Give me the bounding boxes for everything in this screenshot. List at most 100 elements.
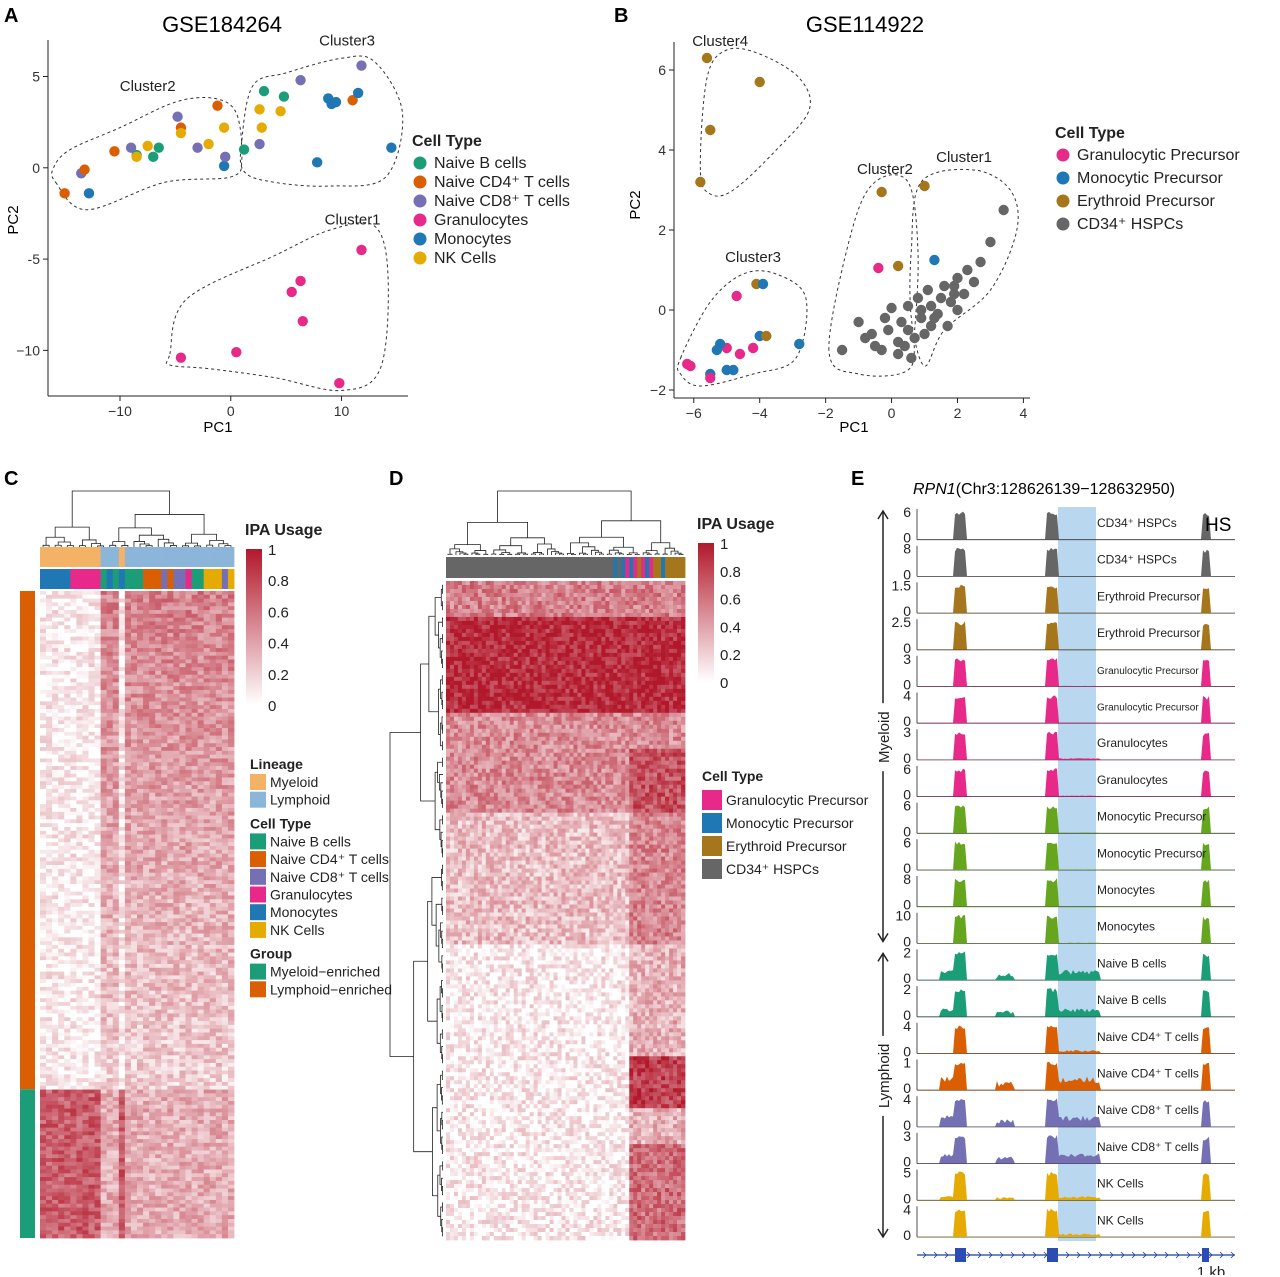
- heatmap-cell: [209, 636, 217, 641]
- heatmap-cell: [137, 1002, 144, 1007]
- heatmap-cell: [203, 838, 211, 843]
- heatmap-cell: [76, 967, 83, 972]
- heatmap-cell: [46, 769, 53, 775]
- heatmap-cell: [76, 1040, 83, 1045]
- cluster-outline: [909, 168, 1019, 367]
- heatmap-cell: [118, 629, 126, 634]
- heatmap-cell: [106, 952, 114, 957]
- heatmap-cell: [124, 804, 132, 809]
- heatmap-cell: [82, 1142, 89, 1148]
- data-point: [258, 85, 270, 97]
- heatmap-cell: [137, 1040, 144, 1045]
- heatmap-cell: [215, 602, 223, 607]
- heatmap-cell: [227, 636, 235, 641]
- heatmap-cell: [149, 663, 156, 668]
- data-point: [701, 52, 713, 64]
- heatmap-cell: [161, 963, 168, 969]
- heatmap-cell: [209, 1089, 217, 1094]
- heatmap-cell: [64, 610, 71, 615]
- heatmap-cell: [185, 1085, 192, 1090]
- heatmap-cell: [179, 922, 186, 927]
- heatmap-cell: [185, 632, 192, 638]
- heatmap-cell: [173, 1013, 180, 1018]
- heatmap-cell: [167, 1146, 174, 1151]
- heatmap-cell: [46, 887, 53, 893]
- heatmap-cell: [173, 708, 180, 714]
- heatmap-cell: [106, 899, 114, 904]
- heatmap-cell: [215, 918, 223, 923]
- dendrogram-branch: [118, 527, 152, 542]
- heatmap-cell: [203, 617, 211, 622]
- heatmap-cell: [82, 800, 89, 805]
- heatmap-cell: [197, 693, 205, 698]
- heatmap-cell: [94, 807, 102, 813]
- heatmap-cell: [88, 682, 95, 687]
- heatmap-cell: [185, 769, 192, 775]
- heatmap-cell: [227, 830, 235, 835]
- heatmap-cell: [40, 876, 47, 881]
- heatmap-cell: [40, 659, 47, 664]
- heatmap-cell: [227, 651, 235, 657]
- heatmap-cell: [191, 1062, 199, 1068]
- heatmap-cell: [215, 762, 223, 767]
- heatmap-cell: [118, 1142, 126, 1148]
- heatmap-cell: [203, 891, 211, 896]
- heatmap-cell: [40, 1089, 47, 1094]
- heatmap-cell: [40, 1021, 47, 1026]
- heatmap-cell: [149, 1131, 156, 1136]
- heatmap-cell: [143, 933, 150, 938]
- heatmap-cell: [161, 979, 168, 984]
- heatmap-cell: [203, 845, 211, 851]
- heatmap-cell: [130, 971, 138, 976]
- heatmap-cell: [58, 910, 65, 915]
- heatmap-cell: [203, 1017, 211, 1022]
- heatmap-cell: [179, 648, 186, 653]
- heatmap-cell: [64, 929, 71, 934]
- heatmap-cell: [167, 720, 174, 725]
- heatmap-cell: [52, 1081, 59, 1087]
- heatmap-cell: [167, 697, 174, 702]
- heatmap-cell: [82, 686, 89, 691]
- heatmap-cell: [106, 712, 114, 717]
- heatmap-cell: [40, 983, 47, 988]
- heatmap-cell: [106, 739, 114, 744]
- heatmap-cell: [137, 804, 144, 809]
- heatmap-cell: [130, 606, 138, 611]
- heatmap-cell: [94, 990, 102, 995]
- heatmap-cell: [197, 758, 205, 763]
- heatmap-cell: [94, 754, 102, 759]
- heatmap-cell: [52, 781, 59, 786]
- heatmap-cell: [130, 849, 138, 855]
- heatmap-cell: [94, 891, 102, 896]
- heatmap-cell: [155, 975, 162, 980]
- heatmap-cell: [94, 689, 102, 695]
- heatmap-cell: [203, 868, 211, 874]
- heatmap-cell: [118, 792, 126, 797]
- heatmap-cell: [137, 1078, 144, 1083]
- heatmap-cell: [137, 823, 144, 828]
- heatmap-cell: [82, 1104, 89, 1109]
- heatmap-cell: [40, 884, 47, 889]
- heatmap-cell: [137, 1100, 144, 1106]
- heatmap-cell: [70, 1085, 77, 1090]
- heatmap-cell: [137, 682, 144, 687]
- heatmap-cell: [215, 674, 223, 679]
- heatmap-cell: [197, 697, 205, 702]
- heatmap-cell: [64, 1116, 71, 1121]
- heatmap-cell: [46, 693, 53, 698]
- heatmap-cell: [124, 716, 132, 721]
- heatmap-cell: [161, 895, 168, 900]
- heatmap-cell: [179, 811, 186, 816]
- heatmap-cell: [221, 952, 229, 957]
- heatmap-cell: [58, 686, 65, 691]
- heatmap-cell: [185, 884, 192, 889]
- heatmap-cell: [64, 636, 71, 641]
- heatmap-cell: [94, 785, 102, 790]
- heatmap-cell: [70, 1062, 77, 1068]
- heatmap-cell: [167, 1013, 174, 1018]
- heatmap-cell: [197, 1089, 205, 1094]
- heatmap-cell: [88, 766, 95, 771]
- heatmap-cell: [130, 1112, 138, 1117]
- heatmap-cell: [58, 891, 65, 896]
- heatmap-cell: [70, 963, 77, 969]
